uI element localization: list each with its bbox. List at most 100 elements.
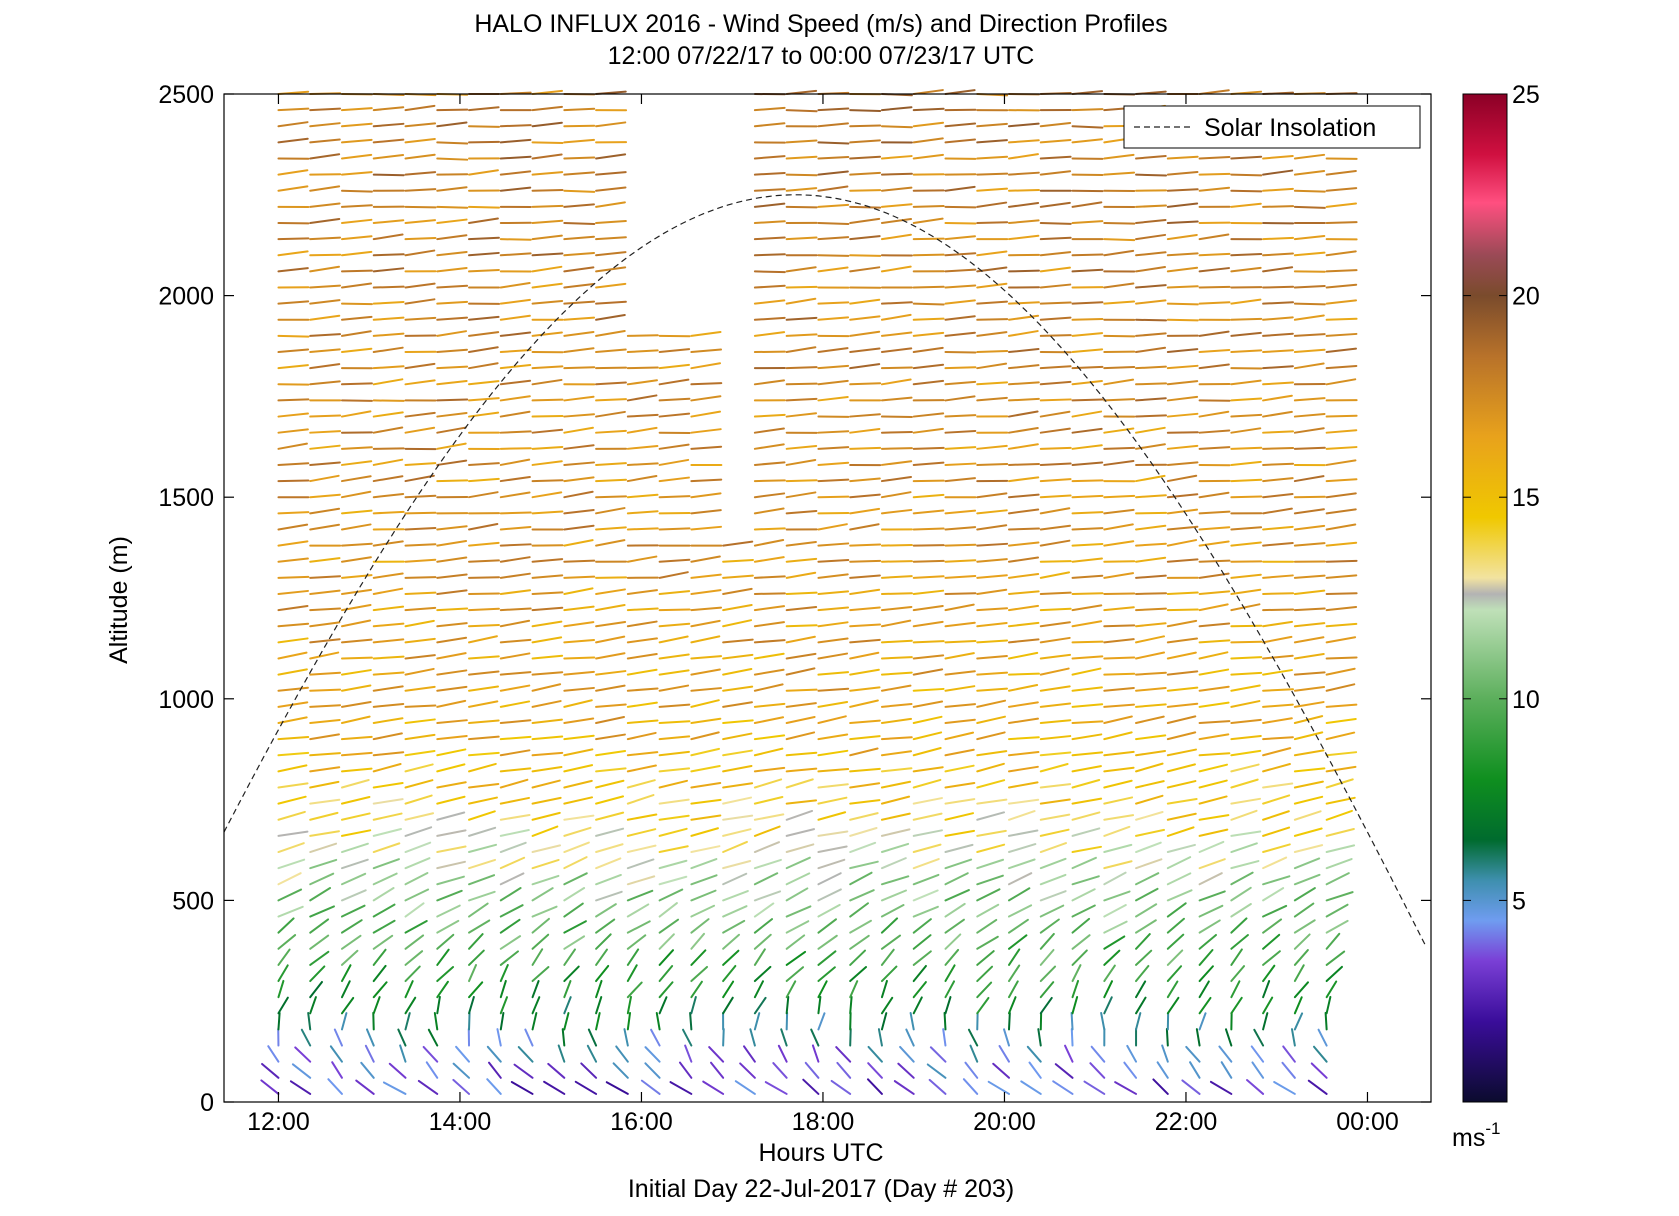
wind-barb [499, 170, 532, 176]
wind-barb [817, 749, 849, 757]
wind-barb [1262, 462, 1295, 466]
wind-barb [817, 1012, 826, 1031]
wind-barb [499, 886, 522, 902]
wind-barb [1071, 427, 1103, 434]
wind-barb [1325, 429, 1358, 434]
wind-barb [1008, 604, 1040, 612]
wind-barb [563, 347, 595, 354]
wind-barb [372, 655, 405, 660]
wind-barb [499, 767, 532, 773]
wind-barb [277, 888, 303, 902]
wind-barb [277, 575, 310, 579]
wind-barb [1039, 751, 1072, 757]
wind-barb [708, 1046, 725, 1063]
wind-barb [626, 349, 659, 354]
wind-barb [277, 604, 309, 612]
wind-barb [849, 347, 881, 354]
wind-barb [563, 686, 595, 692]
wind-barb [309, 314, 341, 321]
wind-barb [499, 155, 532, 160]
wind-barb [1198, 828, 1229, 837]
wind-barb [309, 950, 330, 966]
wind-barb [468, 858, 497, 870]
wind-barb [849, 980, 859, 999]
wind-barb [277, 934, 297, 950]
wind-barb [404, 1012, 411, 1031]
wind-barb [1103, 904, 1127, 918]
wind-barb [849, 782, 881, 789]
wind-barb [595, 684, 626, 692]
wind-barb [944, 185, 976, 192]
legend-box [1123, 105, 1421, 149]
wind-barb [1262, 252, 1294, 257]
wind-barb [499, 314, 531, 321]
wind-barb [944, 592, 977, 595]
wind-barb [372, 934, 394, 950]
wind-barb [309, 780, 340, 789]
wind-barb [372, 346, 404, 354]
wind-barb [998, 1045, 1011, 1063]
wind-barb [722, 980, 735, 999]
wind-barb [785, 905, 812, 918]
wind-barb [595, 918, 616, 934]
wind-barb [909, 1012, 915, 1031]
wind-barb [1008, 651, 1039, 660]
wind-barb [277, 842, 305, 854]
wind-barb [360, 1061, 375, 1079]
wind-barb [1262, 747, 1292, 757]
wind-barb [468, 874, 496, 886]
wind-barb [678, 1061, 693, 1079]
wind-barb [340, 812, 371, 821]
wind-barb [595, 715, 626, 724]
x-axis-label: Hours UTC [758, 1139, 883, 1167]
wind-barb [722, 933, 741, 950]
wind-barb [468, 635, 498, 644]
wind-barb [1198, 363, 1230, 370]
wind-barb [468, 251, 500, 257]
wind-barb [722, 996, 734, 1015]
wind-barb [1325, 317, 1358, 321]
wind-barb [1325, 332, 1358, 337]
wind-barb [1028, 1061, 1042, 1079]
wind-barb [944, 252, 977, 257]
wind-barb [531, 933, 550, 950]
wind-barb [1039, 201, 1071, 208]
wind-barb [1325, 347, 1357, 354]
wind-barb [969, 1044, 979, 1063]
wind-barb [1293, 508, 1325, 515]
wind-barb [436, 316, 469, 321]
wind-barb [436, 622, 468, 628]
wind-barb [1008, 638, 1040, 644]
wind-barb [1325, 919, 1349, 934]
wind-barb [468, 346, 499, 354]
wind-barb [404, 872, 429, 886]
wind-barb [1100, 1012, 1106, 1031]
wind-barb [595, 526, 627, 531]
wind-barb [817, 701, 849, 708]
wind-barb [404, 996, 417, 1015]
wind-barb [1325, 446, 1358, 450]
wind-barb [1103, 796, 1134, 805]
wind-barb [291, 1063, 312, 1079]
wind-barb [1262, 410, 1293, 418]
wind-barb [1008, 798, 1040, 805]
wind-barb [277, 267, 309, 273]
wind-barb [1198, 330, 1230, 337]
wind-barb [944, 268, 977, 273]
wind-barb [372, 475, 404, 483]
wind-barb [1071, 797, 1103, 805]
wind-barb [1166, 715, 1197, 724]
wind-barb [912, 107, 945, 112]
wind-barb [1039, 155, 1072, 160]
wind-barb [1209, 1080, 1233, 1095]
wind-barb [626, 379, 658, 386]
wind-barb [1166, 812, 1197, 821]
wind-barb [976, 715, 1006, 724]
wind-barb [1166, 917, 1185, 934]
wind-barb [1293, 731, 1324, 741]
wind-barb [722, 919, 746, 934]
wind-barb [1198, 814, 1230, 821]
wind-barb [658, 397, 691, 402]
wind-barb [912, 996, 923, 1015]
wind-barb [1039, 507, 1071, 515]
